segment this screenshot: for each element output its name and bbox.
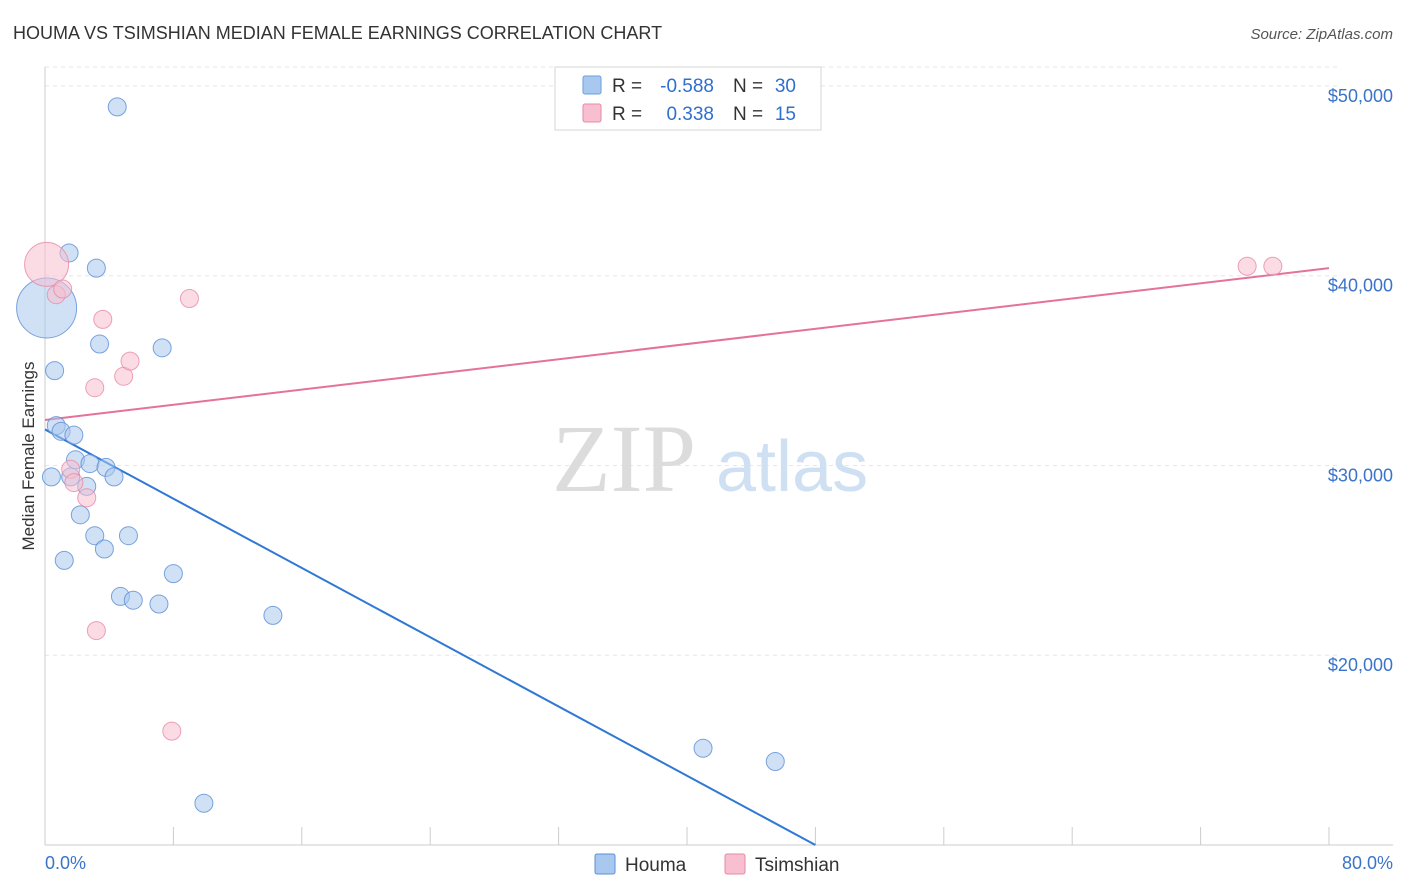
- legend-label-tsimshian: Tsimshian: [755, 855, 839, 876]
- watermark: ZIP atlas: [552, 405, 868, 512]
- data-point-houma: [149, 594, 169, 614]
- data-points: [16, 97, 1283, 813]
- legend-swatch-houma: [594, 853, 616, 875]
- legend-swatch-tsimshian: [724, 853, 746, 875]
- data-point-tsimshian: [77, 488, 97, 508]
- stats-n-label-houma: N =: [733, 76, 763, 97]
- data-point-houma: [41, 467, 61, 487]
- y-axis-label: Median Female Earnings: [19, 362, 38, 551]
- stats-n-value-tsimshian: 15: [775, 104, 796, 125]
- data-point-houma: [85, 526, 105, 546]
- data-point-tsimshian: [1263, 256, 1283, 276]
- data-point-houma: [70, 505, 90, 525]
- data-point-houma: [45, 361, 65, 381]
- stats-n-label-tsimshian: N =: [733, 104, 763, 125]
- data-point-houma: [86, 258, 106, 278]
- stats-r-value-houma: -0.588: [660, 76, 714, 97]
- data-point-tsimshian: [162, 721, 182, 741]
- data-point-houma: [194, 793, 214, 813]
- x-axis-ticks: [172, 827, 1330, 845]
- x-tick-label-min: 0.0%: [45, 853, 86, 873]
- data-point-tsimshian: [179, 289, 199, 309]
- y-tick-label: $30,000: [1328, 465, 1393, 485]
- stats-r-label-houma: R =: [612, 76, 642, 97]
- data-point-tsimshian: [24, 241, 70, 287]
- stats-r-value-tsimshian: 0.338: [666, 104, 714, 125]
- chart-source: Source: ZipAtlas.com: [1250, 26, 1393, 43]
- stats-n-value-houma: 30: [775, 76, 796, 97]
- data-point-houma: [152, 338, 172, 358]
- watermark-atlas: atlas: [716, 427, 868, 507]
- data-point-houma: [64, 425, 84, 445]
- data-point-tsimshian: [86, 621, 106, 641]
- grid-lines: [45, 66, 1337, 656]
- data-point-houma: [80, 454, 100, 474]
- data-point-tsimshian: [85, 378, 105, 398]
- y-tick-label: $50,000: [1328, 86, 1393, 106]
- chart-title: HOUMA VS TSIMSHIAN MEDIAN FEMALE EARNING…: [13, 23, 662, 43]
- data-point-houma: [107, 97, 127, 117]
- data-point-houma: [90, 334, 110, 354]
- data-point-houma: [118, 526, 138, 546]
- series-legend: Houma Tsimshian: [594, 853, 839, 876]
- data-point-houma: [765, 752, 785, 772]
- watermark-zip: ZIP: [552, 405, 696, 512]
- stats-swatch-houma: [582, 75, 602, 95]
- data-point-houma: [123, 590, 143, 610]
- legend-label-houma: Houma: [625, 855, 687, 876]
- trend-lines: [44, 267, 1330, 846]
- trend-line-tsimshian: [44, 267, 1330, 421]
- data-point-houma: [104, 467, 124, 487]
- trend-line-houma: [44, 428, 816, 846]
- y-tick-label: $40,000: [1328, 276, 1393, 296]
- x-tick-label-max: 80.0%: [1342, 853, 1393, 873]
- stats-r-label-tsimshian: R =: [612, 104, 642, 125]
- stats-swatch-tsimshian: [582, 103, 602, 123]
- data-point-houma: [163, 564, 183, 584]
- data-point-tsimshian: [120, 351, 140, 371]
- y-axis-tick-labels: $20,000 $30,000 $40,000 $50,000: [1328, 86, 1393, 675]
- stats-legend: R = -0.588 N = 30 R = 0.338 N = 15: [554, 66, 822, 131]
- data-point-houma: [54, 550, 74, 570]
- data-point-tsimshian: [93, 309, 113, 329]
- y-tick-label: $20,000: [1328, 655, 1393, 675]
- data-point-tsimshian: [1237, 256, 1257, 276]
- data-point-tsimshian: [64, 473, 84, 493]
- data-point-houma: [693, 738, 713, 758]
- data-point-houma: [263, 605, 283, 625]
- data-point-houma: [94, 539, 114, 559]
- data-point-tsimshian: [53, 279, 73, 299]
